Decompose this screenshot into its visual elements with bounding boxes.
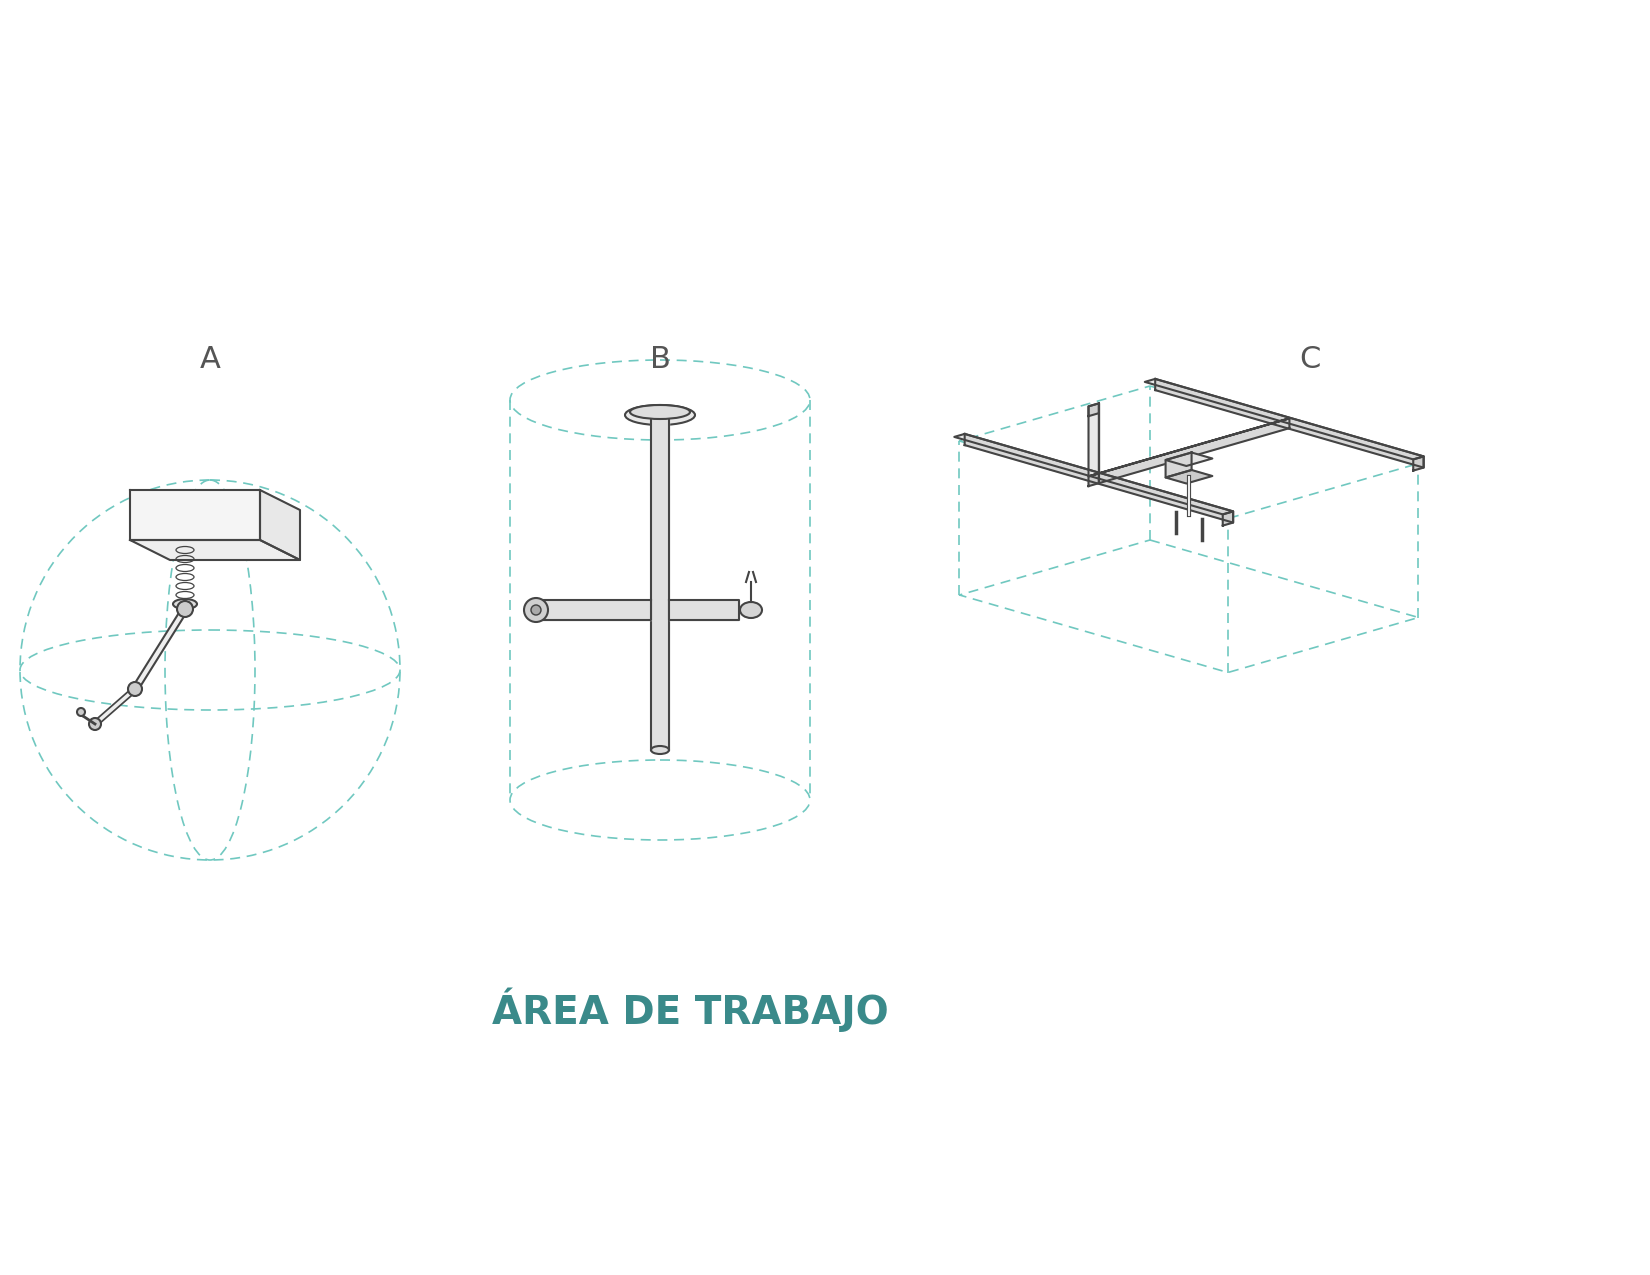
Circle shape: [89, 718, 101, 731]
Circle shape: [177, 601, 193, 617]
Text: ÁREA DE TRABAJO: ÁREA DE TRABAJO: [492, 988, 888, 1033]
Polygon shape: [1145, 379, 1424, 459]
Circle shape: [129, 682, 142, 696]
Polygon shape: [1165, 453, 1191, 478]
Ellipse shape: [173, 599, 196, 609]
Circle shape: [78, 708, 86, 717]
Polygon shape: [1165, 470, 1213, 483]
Text: B: B: [650, 346, 670, 375]
Polygon shape: [954, 434, 1233, 514]
Circle shape: [525, 598, 548, 622]
Polygon shape: [668, 601, 739, 620]
Polygon shape: [1155, 379, 1424, 468]
Polygon shape: [130, 541, 300, 560]
Polygon shape: [1099, 418, 1289, 483]
Ellipse shape: [652, 746, 668, 754]
Polygon shape: [652, 419, 668, 750]
Text: A: A: [200, 346, 221, 375]
Polygon shape: [1414, 456, 1424, 470]
Polygon shape: [1089, 418, 1289, 477]
Text: C: C: [1299, 346, 1320, 375]
Polygon shape: [261, 490, 300, 560]
Polygon shape: [965, 434, 1233, 523]
Polygon shape: [130, 490, 261, 541]
Polygon shape: [1165, 453, 1213, 465]
Polygon shape: [1223, 511, 1233, 525]
Ellipse shape: [630, 405, 690, 419]
Ellipse shape: [625, 405, 695, 425]
Polygon shape: [541, 601, 652, 620]
Polygon shape: [1089, 403, 1099, 477]
Polygon shape: [1089, 473, 1099, 486]
Circle shape: [531, 606, 541, 615]
Ellipse shape: [739, 602, 762, 618]
Polygon shape: [1089, 403, 1099, 416]
